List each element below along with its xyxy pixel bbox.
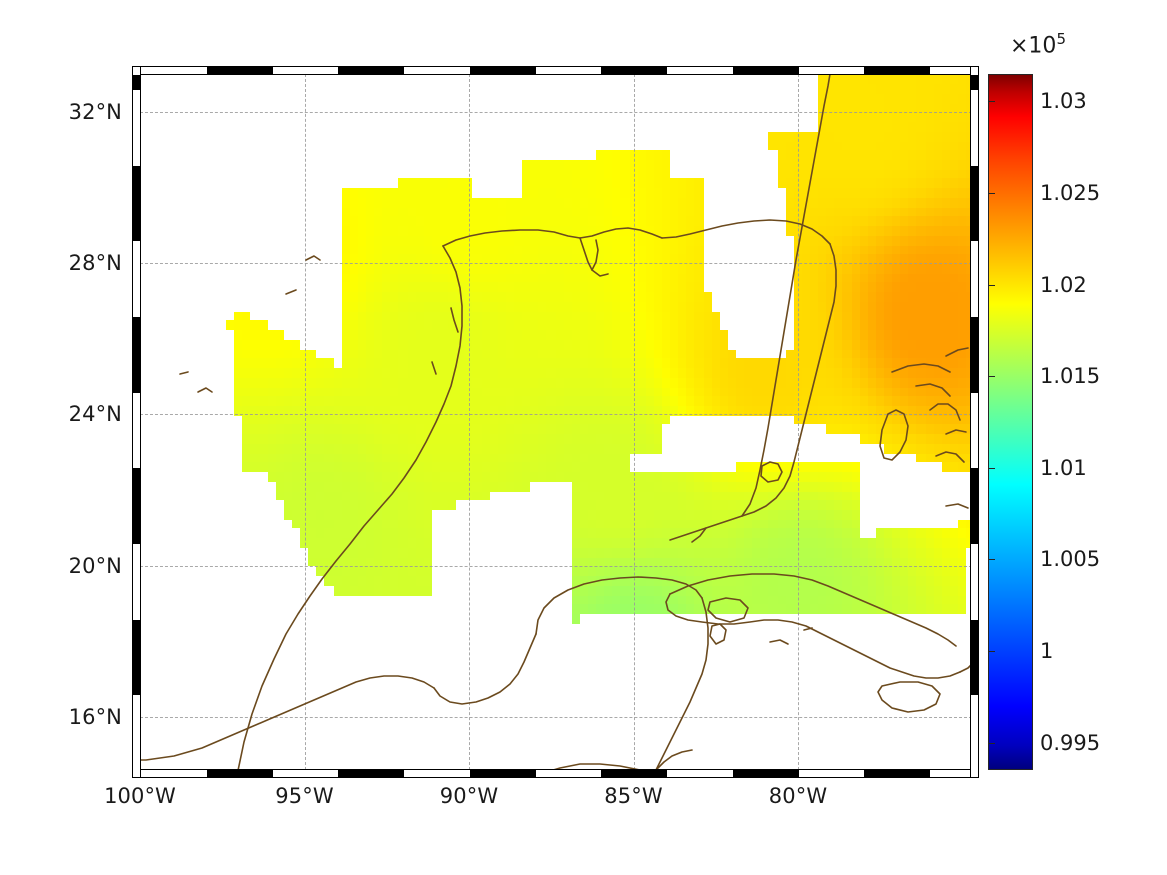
colorbar-tick-6 (988, 193, 995, 195)
colorbar-tick-4 (988, 376, 995, 378)
xtick-label-85W: 85°W (604, 784, 663, 808)
gridline-lon-95 (304, 74, 306, 770)
map-frame-bottom (133, 769, 979, 778)
xtick-label-80W: 80°W (768, 784, 828, 808)
map-frame-right (970, 66, 979, 778)
gridline-lon-85 (633, 74, 635, 770)
colorbar-exponent-mult: ×10 (1010, 33, 1057, 59)
colorbar-tick-label-6: 1.025 (1040, 181, 1101, 206)
gridline-lon-80 (798, 74, 799, 770)
colorbar-gradient (988, 74, 1033, 770)
colorbar-exponent-power: 5 (1056, 30, 1066, 48)
map-frame-top (133, 66, 979, 75)
colorbar-tick-label-7: 1.03 (1040, 89, 1087, 114)
colorbar-tick-label-3: 1.01 (1040, 455, 1087, 480)
colorbar-tick-label-5: 1.02 (1040, 272, 1087, 297)
colorbar-tick-2 (988, 559, 995, 561)
colorbar-tick-label-1: 1 (1040, 638, 1054, 663)
ytick-label-20N: 20°N (68, 553, 122, 578)
ytick-label-32N: 32°N (68, 99, 122, 124)
colorbar-tick-0 (988, 742, 995, 744)
xtick-label-90W: 90°W (439, 784, 499, 808)
ytick-label-24N: 24°N (68, 402, 122, 427)
colorbar-tick-1 (988, 650, 995, 652)
map-frame-left (132, 66, 141, 778)
colorbar-tick-7 (988, 101, 995, 103)
gridline-lat-32 (140, 111, 972, 113)
ytick-label-28N: 28°N (68, 251, 122, 276)
xtick-label-100W: 100°W (104, 784, 176, 808)
xtick-label-95W: 95°W (275, 784, 334, 808)
gridline-lat-16 (140, 717, 972, 718)
colorbar-exponent-label: ×105 (1010, 30, 1066, 58)
colorbar-tick-5 (988, 284, 995, 286)
sea-level-pressure-raster (140, 74, 972, 770)
colorbar[interactable]: 0.995 1 1.005 1.01 1.015 1.02 1.025 1.03 (988, 74, 1100, 770)
colorbar-tick-label-4: 1.015 (1040, 364, 1101, 389)
colorbar-tick-label-2: 1.005 (1040, 547, 1101, 572)
gridline-lat-24 (140, 414, 972, 416)
gridline-lat-28 (140, 263, 972, 265)
gridline-lat-20 (140, 565, 972, 567)
map-plot-area[interactable] (140, 74, 972, 770)
colorbar-tick-label-0: 0.995 (1040, 730, 1101, 755)
gridline-lon-90 (469, 74, 470, 770)
colorbar-tick-3 (988, 467, 995, 469)
ytick-label-16N: 16°N (68, 705, 122, 729)
